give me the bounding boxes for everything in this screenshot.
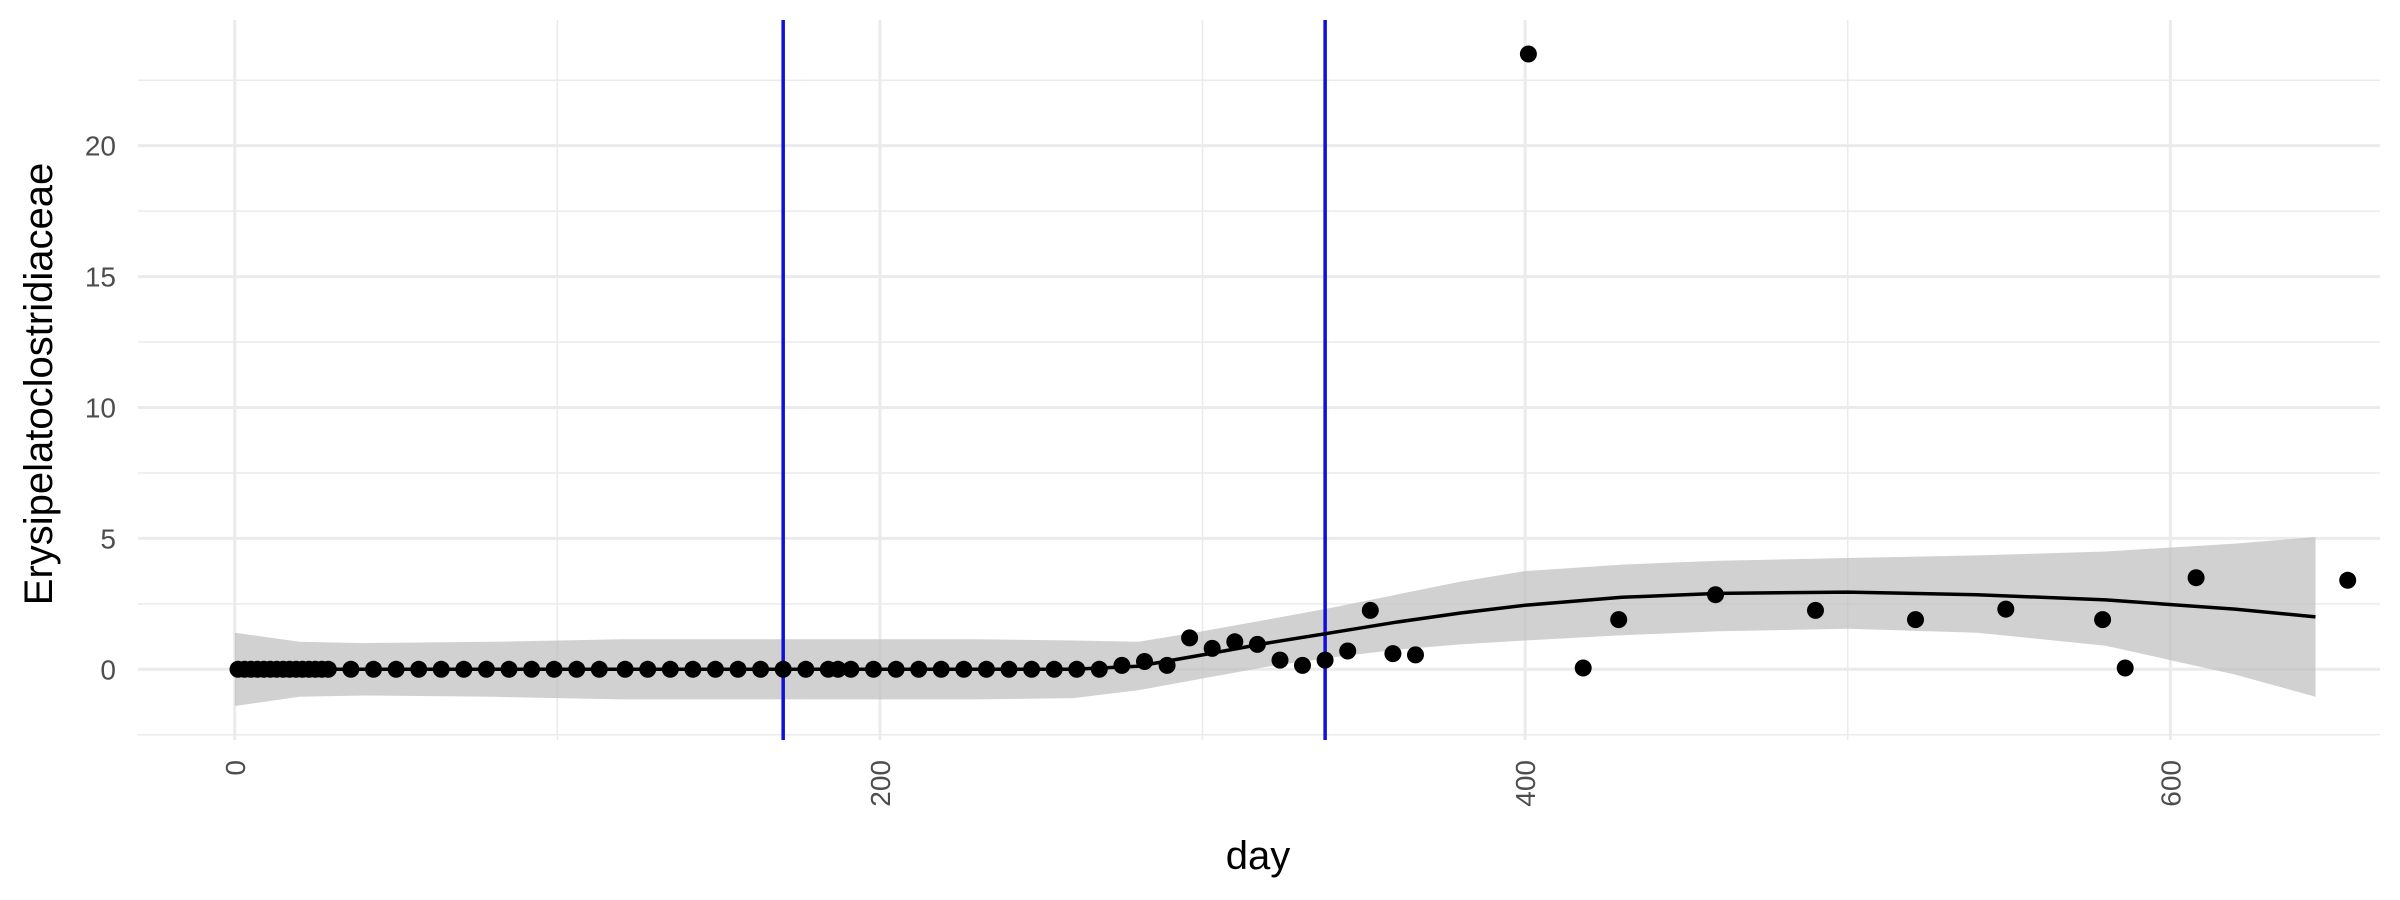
- data-point: [865, 660, 882, 678]
- data-point: [1068, 660, 1086, 678]
- data-point: [1361, 601, 1379, 619]
- data-point: [1574, 659, 1592, 677]
- data-point: [842, 660, 860, 678]
- data-point: [365, 660, 382, 678]
- confidence-ribbon: [234, 537, 2316, 706]
- data-point: [684, 660, 702, 678]
- data-point: [616, 660, 634, 678]
- data-point: [932, 660, 950, 678]
- x-tick-label: 400: [1510, 760, 1541, 807]
- data-point: [455, 660, 473, 678]
- data-point: [500, 660, 518, 678]
- data-point: [1158, 656, 1176, 674]
- data-point: [1045, 660, 1063, 678]
- y-tick-labels: 0 5 10 15 20: [85, 131, 116, 686]
- data-point: [752, 660, 770, 678]
- y-tick-label: 20: [85, 131, 116, 162]
- data-point: [1519, 45, 1537, 63]
- data-point: [797, 660, 815, 678]
- data-point: [342, 660, 360, 678]
- data-point: [2094, 611, 2112, 629]
- data-point: [1384, 645, 1402, 663]
- data-point: [1181, 629, 1199, 647]
- data-point: [432, 660, 450, 678]
- y-tick-label: 0: [100, 654, 116, 685]
- confidence-ribbon-layer: [234, 537, 2316, 706]
- data-point: [774, 660, 792, 678]
- y-tick-label: 15: [85, 262, 116, 293]
- x-tick-labels: 0 200 400 600: [220, 760, 2187, 807]
- data-point: [977, 660, 995, 678]
- vertical-lines-layer: [781, 20, 1327, 740]
- data-point: [887, 660, 905, 678]
- data-point: [590, 660, 608, 678]
- data-point: [661, 660, 679, 678]
- data-point: [1294, 656, 1311, 674]
- minor-gridlines: [138, 20, 2380, 740]
- data-point: [1610, 611, 1628, 629]
- data-point: [1907, 611, 1924, 629]
- data-point: [2339, 571, 2357, 589]
- data-point: [1997, 600, 2015, 618]
- data-point: [1226, 633, 1244, 651]
- y-tick-label: 10: [85, 393, 116, 424]
- data-point: [1271, 651, 1289, 669]
- x-tick-label: 200: [865, 760, 896, 807]
- data-point: [829, 660, 847, 678]
- data-point: [1248, 635, 1266, 653]
- data-point: [387, 660, 405, 678]
- data-point: [1023, 660, 1041, 678]
- data-point: [729, 660, 747, 678]
- data-point: [1707, 586, 1724, 604]
- data-point: [545, 660, 563, 678]
- data-point: [1136, 653, 1153, 670]
- data-point: [1807, 601, 1824, 619]
- data-point: [706, 660, 724, 678]
- y-axis-title: Erysipelatoclostridiaceae: [17, 163, 61, 605]
- data-point: [1339, 642, 1357, 660]
- data-point: [1090, 660, 1108, 678]
- x-tick-label: 600: [2155, 760, 2186, 807]
- data-point: [1316, 651, 1334, 669]
- data-point: [523, 660, 541, 678]
- x-tick-label: 0: [220, 760, 251, 776]
- data-point: [2187, 569, 2205, 587]
- data-point: [477, 660, 495, 678]
- x-axis-title: day: [1226, 834, 1291, 878]
- points-layer: [229, 45, 2357, 678]
- data-point: [2116, 659, 2134, 677]
- data-point: [319, 660, 337, 678]
- data-point: [955, 660, 973, 678]
- data-point: [568, 660, 586, 678]
- data-point: [910, 660, 928, 678]
- data-point: [1113, 656, 1131, 674]
- data-point: [1407, 646, 1424, 664]
- data-point: [1203, 639, 1221, 657]
- y-tick-label: 5: [100, 523, 116, 554]
- data-point: [1000, 660, 1018, 678]
- data-point: [410, 660, 428, 678]
- data-point: [639, 660, 657, 678]
